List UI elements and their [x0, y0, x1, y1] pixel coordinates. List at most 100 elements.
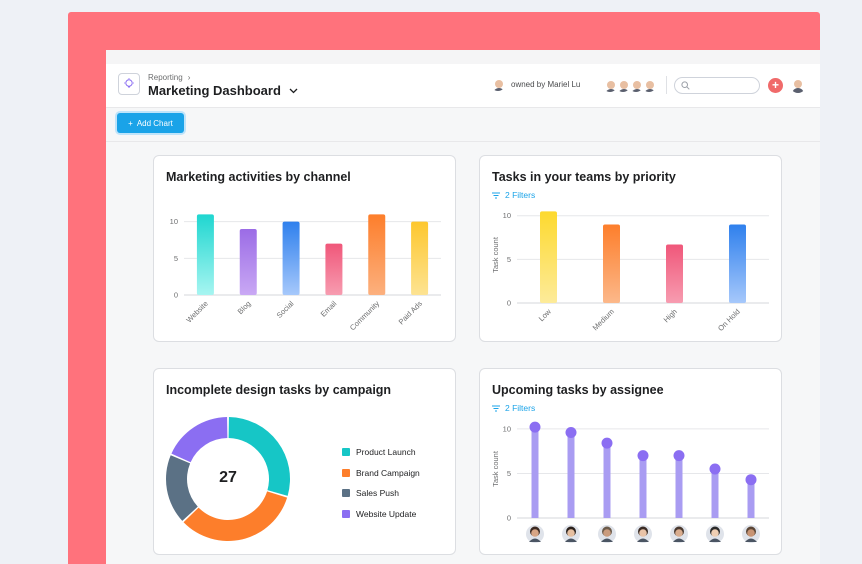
legend-item: Product Launch — [342, 442, 420, 463]
donut-slice[interactable] — [183, 491, 288, 541]
header-divider — [666, 76, 667, 94]
x-tick-label: Email — [319, 299, 339, 319]
filters-link[interactable]: 2 Filters — [492, 190, 535, 200]
lightbulb-icon — [118, 73, 140, 95]
bar[interactable] — [411, 221, 429, 295]
search-icon — [681, 81, 690, 90]
card-title: Incomplete design tasks by campaign — [166, 383, 392, 397]
y-tick-label: 5 — [507, 255, 511, 264]
assignee-avatar[interactable] — [670, 525, 688, 543]
legend-swatch — [342, 448, 350, 457]
y-axis-label: Task count — [491, 450, 500, 487]
bar[interactable] — [368, 214, 386, 295]
bar-chart-priority: 0 5 10 Task count Low Medium High On Hold — [491, 211, 769, 333]
y-tick-label: 0 — [174, 291, 178, 300]
owner-label: owned by Mariel Lu — [511, 79, 581, 89]
lollipop-head[interactable] — [673, 450, 685, 462]
chevron-down-icon[interactable] — [289, 88, 298, 94]
y-tick-label: 10 — [503, 211, 511, 220]
lollipop-stem[interactable] — [675, 455, 683, 518]
donut-center-value: 27 — [219, 469, 237, 486]
owner-avatar[interactable] — [491, 77, 505, 91]
legend-swatch — [342, 509, 350, 518]
member-avatars[interactable] — [602, 77, 657, 93]
card-title: Tasks in your teams by priority — [492, 170, 676, 184]
x-tick-label: Low — [537, 307, 554, 324]
legend-item: Brand Campaign — [342, 463, 420, 484]
card-upcoming-by-assignee[interactable]: Upcoming tasks by assignee 2 Filters 0 5 1… — [479, 368, 782, 555]
dashboard: Reporting › Marketing Dashboard owned by… — [106, 64, 820, 564]
y-tick-label: 5 — [174, 254, 178, 263]
assignee-avatar[interactable] — [526, 525, 544, 543]
lollipop-chart-assignee: 0 5 10 Task count — [491, 421, 769, 543]
assignee-avatar[interactable] — [742, 525, 760, 543]
lollipop-stem[interactable] — [567, 432, 575, 518]
legend-swatch — [342, 489, 350, 498]
donut-slice[interactable] — [228, 417, 290, 496]
lollipop-head[interactable] — [529, 421, 541, 433]
bar[interactable] — [666, 244, 683, 303]
legend-label: Brand Campaign — [356, 467, 420, 478]
filters-label: 2 Filters — [505, 190, 536, 200]
x-tick-label: On Hold — [716, 307, 742, 333]
plus-icon: + — [128, 118, 133, 128]
user-avatar[interactable] — [790, 77, 806, 93]
lollipop-stem[interactable] — [711, 469, 719, 518]
filters-label: 2 Filters — [505, 403, 536, 413]
assignee-avatar[interactable] — [562, 525, 580, 543]
donut-chart — [166, 417, 290, 541]
x-tick-label: High — [662, 307, 679, 324]
donut-slice[interactable] — [171, 417, 228, 463]
assignee-avatar[interactable] — [598, 525, 616, 543]
lollipop-head[interactable] — [637, 450, 649, 462]
page-title[interactable]: Marketing Dashboard — [148, 83, 298, 98]
legend-swatch — [342, 468, 350, 477]
x-tick-label: Community — [348, 299, 381, 332]
assignee-avatar[interactable] — [706, 525, 724, 543]
add-chart-button[interactable]: + Add Chart — [117, 113, 184, 133]
legend-item: Sales Push — [342, 483, 420, 504]
donut-slice[interactable] — [166, 455, 198, 521]
y-tick-label: 0 — [507, 514, 511, 523]
assignee-avatar[interactable] — [634, 525, 652, 543]
x-tick-label: Website — [184, 299, 209, 324]
y-tick-label: 5 — [507, 469, 511, 478]
filters-link[interactable]: 2 Filters — [492, 403, 535, 413]
x-tick-label: Blog — [236, 299, 253, 316]
legend-label: Product Launch — [356, 447, 416, 458]
x-tick-label: Medium — [591, 307, 616, 332]
lollipop-stem[interactable] — [747, 479, 755, 518]
bar[interactable] — [196, 214, 214, 295]
breadcrumb[interactable]: Reporting › — [148, 73, 190, 82]
legend-item: Website Update — [342, 504, 420, 525]
bar[interactable] — [540, 211, 557, 303]
lollipop-stem[interactable] — [639, 455, 647, 518]
bar[interactable] — [282, 221, 300, 295]
card-tasks-by-priority[interactable]: Tasks in your teams by priority 2 Filter… — [479, 155, 782, 342]
breadcrumb-reporting[interactable]: Reporting — [148, 73, 183, 82]
quick-add-button[interactable]: + — [768, 78, 783, 93]
app-window: Reporting › Marketing Dashboard owned by… — [106, 50, 820, 564]
card-marketing-by-channel[interactable]: Marketing activities by channel 0 5 10 Webs… — [153, 155, 456, 342]
y-tick-label: 0 — [507, 299, 511, 308]
lollipop-head[interactable] — [565, 426, 577, 438]
chevron-right-icon: › — [187, 73, 191, 82]
lollipop-stem[interactable] — [603, 443, 611, 518]
bar[interactable] — [239, 229, 257, 295]
bar[interactable] — [729, 224, 746, 303]
lollipop-head[interactable] — [745, 474, 757, 486]
card-design-tasks-by-campaign[interactable]: Incomplete design tasks by campaign 27 P… — [153, 368, 456, 555]
lollipop-head[interactable] — [709, 463, 721, 475]
member-avatar[interactable] — [641, 77, 657, 93]
search-input[interactable] — [674, 77, 760, 94]
x-tick-label: Paid Ads — [397, 299, 424, 326]
lollipop-head[interactable] — [601, 437, 613, 449]
bar[interactable] — [325, 243, 343, 295]
card-title: Marketing activities by channel — [166, 170, 351, 184]
dashboard-header: Reporting › Marketing Dashboard owned by… — [106, 64, 820, 108]
owner-info[interactable]: owned by Mariel Lu — [491, 77, 580, 91]
filter-icon — [492, 405, 500, 411]
x-tick-label: Social — [275, 299, 296, 320]
bar[interactable] — [603, 224, 620, 303]
lollipop-stem[interactable] — [531, 427, 539, 518]
